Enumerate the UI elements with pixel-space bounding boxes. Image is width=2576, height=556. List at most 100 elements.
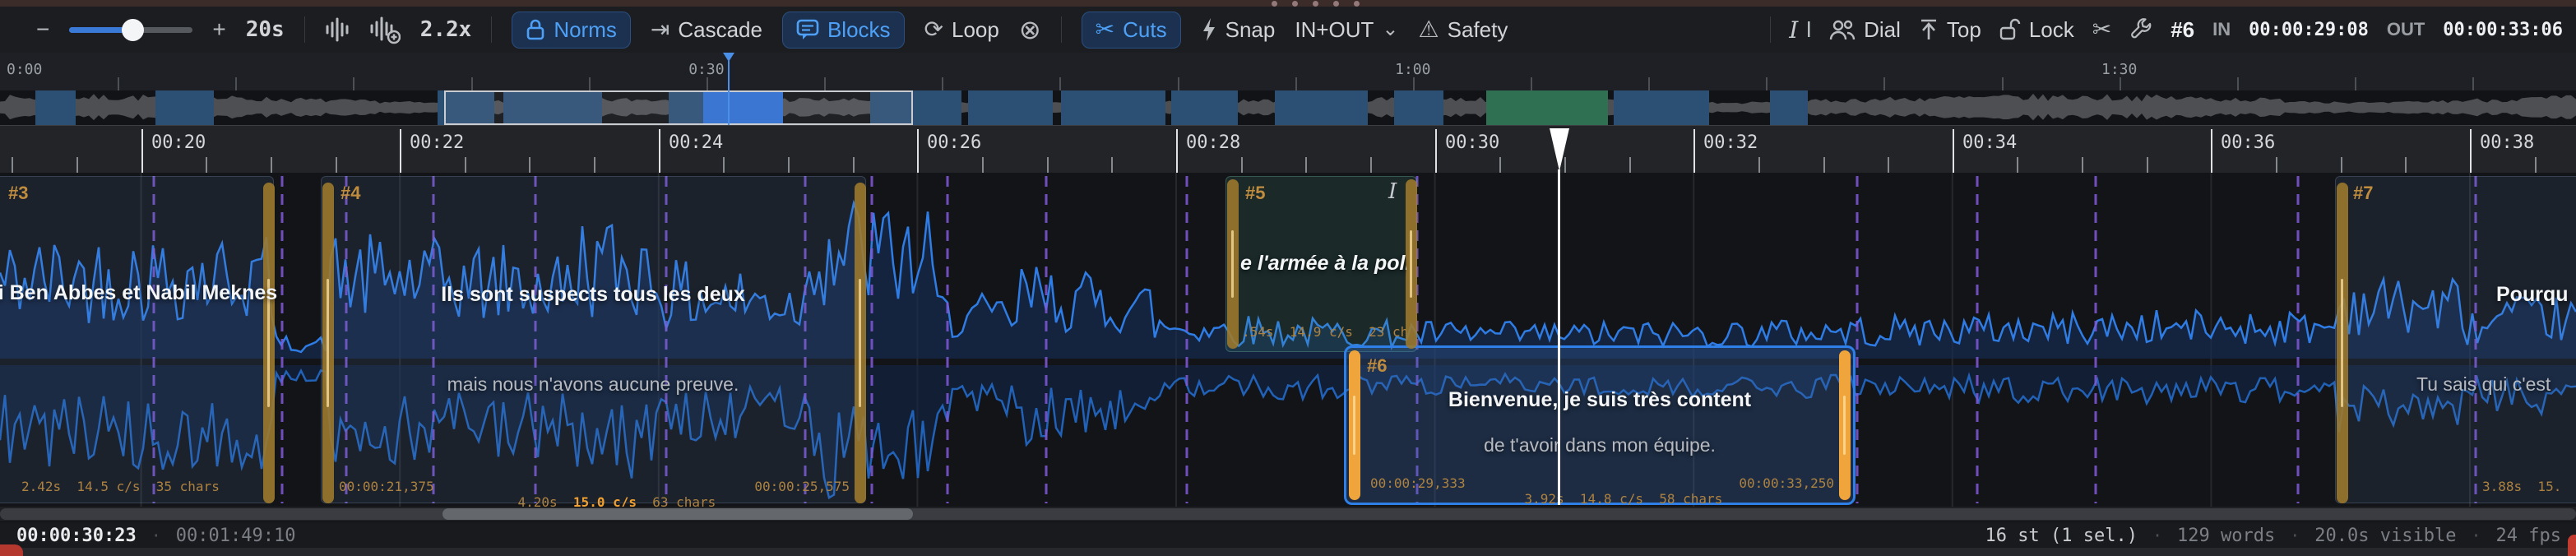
overview-subtitle-block[interactable] (968, 90, 1053, 125)
lock-button[interactable]: Lock (1999, 17, 2074, 43)
overview-tick (707, 77, 708, 90)
loop-button[interactable]: ⟳ Loop (924, 17, 999, 43)
waveform-editor-area[interactable]: #3 #4 #5 I #6 #7 ri Ben Abbes et Nabil M… (0, 173, 2576, 507)
split-scissors-icon[interactable]: ✂ (2092, 18, 2111, 41)
block4-text-line2: mais nous n'avons aucune preuve. (447, 373, 739, 396)
zoom-out-icon[interactable]: − (36, 18, 49, 41)
ruler-minor-tick (1888, 157, 1889, 174)
ruler-major-tick (1176, 129, 1178, 174)
overview-subtitle-block[interactable] (1171, 90, 1238, 125)
block6-in-handle[interactable] (1349, 350, 1360, 500)
ruler-major-tick (1435, 129, 1437, 174)
block4-out-handle[interactable] (855, 183, 866, 503)
snap-button[interactable]: Snap (1201, 17, 1276, 43)
waveform-icon[interactable] (325, 16, 350, 44)
block6-out-handle[interactable] (1839, 350, 1851, 500)
overview-subtitle-block[interactable] (35, 90, 76, 125)
ruler-time-label: 00:38 (2480, 132, 2534, 153)
subtitle-block-4[interactable] (321, 176, 866, 503)
block3-out-handle[interactable] (263, 183, 275, 503)
ruler-minor-tick (2147, 157, 2148, 174)
blocks-toggle[interactable]: Blocks (782, 12, 905, 49)
lock-label: Lock (2029, 17, 2074, 43)
waveform-add-icon[interactable] (369, 15, 401, 44)
toolbar-divider (1061, 16, 1062, 43)
scrollbar-thumb[interactable] (442, 508, 913, 520)
chevron-down-icon: ⌄ (1382, 20, 1398, 39)
overview-subtitle-block[interactable] (1614, 90, 1709, 125)
ruler-minor-tick (2341, 157, 2342, 174)
overview-subtitle-block[interactable] (1486, 90, 1608, 125)
block5-in-handle[interactable] (1227, 179, 1239, 349)
block7-number: #7 (2353, 183, 2373, 204)
overview-playhead-line[interactable] (728, 61, 730, 125)
ruler-time-label: 00:22 (410, 132, 464, 153)
subtitle-editor-window: − + 20s 2.2x (0, 0, 2576, 556)
overview-subtitle-block[interactable] (1394, 90, 1443, 125)
window-length-value[interactable]: 20s (246, 17, 285, 42)
wave-scale-value[interactable]: 2.2x (420, 17, 472, 42)
cascade-button[interactable]: ⇥ Cascade (651, 17, 762, 43)
scrollbar-track[interactable] (0, 508, 2576, 520)
ruler-minor-tick (982, 157, 984, 174)
overview-tick (235, 77, 237, 90)
ruler-minor-tick (594, 157, 595, 174)
overview-wave-band[interactable] (0, 90, 2576, 125)
block5-number: #5 (1245, 183, 1265, 204)
status-separator: · (151, 526, 161, 545)
norms-label: Norms (554, 17, 617, 43)
in-out-label: IN+OUT (1295, 17, 1374, 43)
ruler-minor-tick (788, 157, 790, 174)
norms-toggle[interactable]: Norms (512, 12, 631, 49)
overview-subtitle-block[interactable] (1770, 90, 1808, 125)
block7-in-handle[interactable] (2337, 183, 2348, 503)
in-out-dropdown[interactable]: IN+OUT ⌄ (1295, 17, 1398, 43)
cuts-toggle[interactable]: ✂ Cuts (1082, 12, 1181, 49)
safety-button[interactable]: ⚠ Safety (1419, 17, 1508, 43)
playhead-marker[interactable] (1550, 128, 1569, 171)
overview-tick (942, 77, 943, 90)
wrench-icon[interactable] (2129, 18, 2152, 41)
block3-stats: 2.42s 14.5 c/s 35 chars (21, 479, 220, 494)
overview-tick (1766, 77, 1768, 90)
subtitle-block-7[interactable] (2335, 176, 2576, 503)
cursor-icon: l (1806, 17, 1811, 43)
window-bottom-strip (0, 548, 2576, 556)
ruler-minor-tick (1047, 157, 1049, 174)
zoom-slider-knob[interactable] (122, 19, 144, 41)
cancel-circle-icon[interactable]: ⊗ (1019, 16, 1041, 43)
block5-out-handle[interactable] (1406, 179, 1417, 349)
playhead-line[interactable] (1558, 169, 1560, 505)
timeline-overview[interactable]: 0:000:301:001:30 (0, 53, 2576, 125)
top-strip-dot (1333, 1, 1339, 7)
overview-tick (1295, 77, 1297, 90)
ruler-major-tick (2211, 129, 2212, 174)
block4-in-handle[interactable] (322, 183, 334, 503)
word-count: 129 words (2177, 526, 2275, 546)
zoom-slider[interactable] (69, 19, 192, 40)
status-separator: · (2152, 526, 2162, 545)
lightning-icon (1201, 17, 1217, 42)
out-timecode[interactable]: 00:00:33:06 (2443, 20, 2563, 40)
italic-toggle[interactable]: I l (1789, 16, 1811, 44)
subtitle-block-3[interactable] (0, 176, 274, 503)
overview-viewport-box[interactable] (444, 90, 913, 125)
block4-text-line1: Ils sont suspects tous les deux (441, 283, 745, 307)
dial-button[interactable]: Dial (1829, 17, 1901, 43)
time-ruler[interactable]: 00:2000:2200:2400:2600:2800:3000:3200:34… (0, 125, 2576, 174)
overview-subtitle-block[interactable] (155, 90, 214, 125)
overview-subtitle-block[interactable] (1061, 90, 1165, 125)
in-timecode[interactable]: 00:00:29:08 (2249, 20, 2369, 40)
toolbar-divider (1770, 16, 1771, 43)
top-strip-dot (1354, 1, 1360, 7)
overview-playhead-marker[interactable] (723, 53, 734, 62)
block6-in-timecode: 00:00:29,333 (1370, 475, 1466, 491)
overview-time-label: 0:30 (688, 61, 724, 78)
overview-time-label: 1:30 (2101, 61, 2137, 78)
top-button[interactable]: Top (1919, 17, 1981, 43)
block7-stats: 3.88s 15. (2482, 479, 2561, 494)
block6-text-line1: Bienvenue, je suis très content (1448, 388, 1751, 412)
zoom-in-icon[interactable]: + (212, 18, 225, 41)
ruler-time-label: 00:32 (1703, 132, 1758, 153)
overview-subtitle-block[interactable] (1275, 90, 1368, 125)
